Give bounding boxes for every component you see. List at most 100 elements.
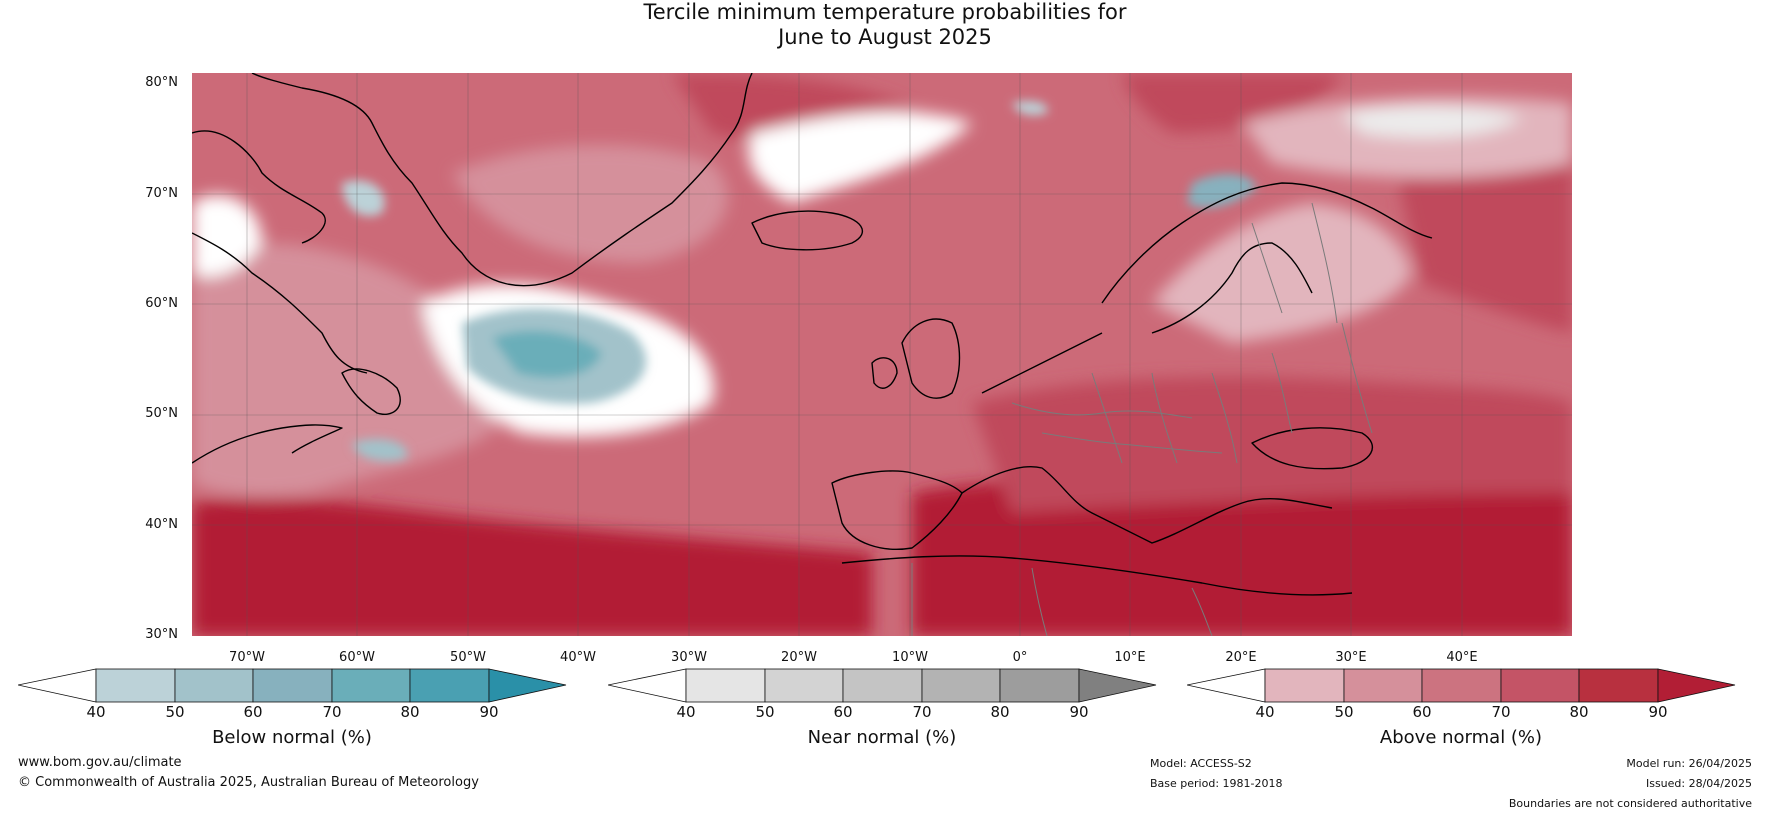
cbar-near-high-extend bbox=[1078, 668, 1157, 703]
below-normal-field bbox=[342, 101, 1257, 462]
lon-label-20w: 20°W bbox=[781, 650, 817, 665]
iceland-coast bbox=[751, 210, 864, 251]
field-near-normal-labrador bbox=[192, 195, 262, 277]
footer-base-period: Base period: 1981-2018 bbox=[1150, 777, 1283, 790]
canadian-arctic-coast bbox=[192, 130, 326, 244]
cbar-above-high-extend bbox=[1657, 668, 1736, 703]
cbar-above-60-70 bbox=[1421, 668, 1502, 703]
lat-label-80n: 80°N bbox=[145, 75, 178, 90]
field-below-50-labrador bbox=[342, 180, 385, 217]
field-above-80-east bbox=[1392, 133, 1572, 333]
lon-label-10e: 10°E bbox=[1114, 650, 1146, 665]
black-sea-coast bbox=[1251, 427, 1374, 470]
field-near-normal-east bbox=[1342, 106, 1522, 138]
cbar-near-70-80 bbox=[921, 668, 1001, 703]
lon-label-40w: 40°W bbox=[560, 650, 596, 665]
cbar-near-tick-40: 40 bbox=[676, 703, 696, 721]
cbar-above-tick-40: 40 bbox=[1255, 703, 1275, 721]
lon-label-0: 0° bbox=[1012, 650, 1028, 665]
footer-website: www.bom.gov.au/climate bbox=[18, 755, 182, 770]
map-title: Tercile minimum temperature probabilitie… bbox=[0, 0, 1770, 50]
greenland-coast bbox=[251, 73, 753, 287]
field-below-50-arctic bbox=[1012, 101, 1048, 116]
lon-label-20e: 20°E bbox=[1225, 650, 1257, 665]
cbar-above-tick-90: 90 bbox=[1648, 703, 1668, 721]
cbar-near-60-70 bbox=[842, 668, 923, 703]
cbar-below-high-extend bbox=[488, 668, 567, 703]
cbar-below-70-80 bbox=[331, 668, 411, 703]
footer-copyright: © Commonwealth of Australia 2025, Austra… bbox=[18, 775, 479, 790]
field-above-80-europe bbox=[972, 377, 1572, 513]
probability-field bbox=[192, 73, 1572, 636]
lon-label-60w: 60°W bbox=[339, 650, 375, 665]
cbar-below-40-50 bbox=[95, 668, 176, 703]
cbar-near-low-extend bbox=[608, 668, 687, 703]
title-line-2: June to August 2025 bbox=[778, 25, 992, 49]
lon-label-50w: 50°W bbox=[450, 650, 486, 665]
iberia-coast bbox=[831, 470, 963, 550]
lat-label-50n: 50°N bbox=[145, 406, 178, 421]
colorbar-near-normal bbox=[608, 668, 1157, 703]
colorbar-below-normal bbox=[18, 668, 567, 703]
cbar-near-tick-80: 80 bbox=[990, 703, 1010, 721]
footer-model: Model: ACCESS-S2 bbox=[1150, 757, 1252, 770]
scandinavia-coast bbox=[1101, 182, 1433, 304]
field-above-90-south bbox=[192, 498, 872, 636]
field-above-90-mediterranean bbox=[912, 470, 1572, 636]
field-above-60-central bbox=[452, 144, 728, 263]
field-above-60-west bbox=[192, 243, 498, 498]
field-above-80-northeast bbox=[1122, 73, 1342, 133]
north-sea-coast bbox=[981, 332, 1103, 394]
cbar-near-tick-60: 60 bbox=[833, 703, 853, 721]
cbar-below-tick-80: 80 bbox=[400, 703, 420, 721]
cbar-above-80-90 bbox=[1578, 668, 1659, 703]
field-below-70-atlantic bbox=[492, 330, 602, 378]
newfoundland-coast bbox=[341, 368, 401, 415]
cbar-near-tick-70: 70 bbox=[912, 703, 932, 721]
cbar-below-tick-70: 70 bbox=[322, 703, 342, 721]
lon-label-30w: 30°W bbox=[671, 650, 707, 665]
cbar-below-60-70 bbox=[252, 668, 333, 703]
field-above-50-scandinavia bbox=[1152, 203, 1412, 343]
footer-model-run: Model run: 26/04/2025 bbox=[1626, 757, 1752, 770]
colorbar-above-normal bbox=[1187, 668, 1736, 703]
coastlines bbox=[192, 73, 1433, 596]
cbar-above-40-50 bbox=[1264, 668, 1345, 703]
lat-label-30n: 30°N bbox=[145, 627, 178, 642]
country-borders bbox=[911, 202, 1373, 636]
cbar-near-tick-50: 50 bbox=[755, 703, 775, 721]
cbar-near-tick-90: 90 bbox=[1069, 703, 1089, 721]
north-africa-coast bbox=[841, 555, 1353, 596]
cbar-above-tick-80: 80 bbox=[1569, 703, 1589, 721]
cbar-below-tick-90: 90 bbox=[479, 703, 499, 721]
cbar-near-40-50 bbox=[685, 668, 766, 703]
cbar-below-tick-60: 60 bbox=[243, 703, 263, 721]
map-svg bbox=[192, 73, 1572, 636]
cbar-above-50-60 bbox=[1343, 668, 1423, 703]
cbar-above-low-extend bbox=[1187, 668, 1266, 703]
footer-issued: Issued: 28/04/2025 bbox=[1645, 777, 1752, 790]
footer-disclaimer: Boundaries are not considered authoritat… bbox=[1508, 797, 1752, 810]
lon-label-10w: 10°W bbox=[892, 650, 928, 665]
cbar-above-tick-50: 50 bbox=[1334, 703, 1354, 721]
lon-label-40e: 40°E bbox=[1446, 650, 1478, 665]
field-below-50-stlawrence bbox=[352, 438, 408, 462]
lat-label-40n: 40°N bbox=[145, 517, 178, 532]
cbar-below-low-extend bbox=[18, 668, 97, 703]
colorbar-above-label: Above normal (%) bbox=[1379, 727, 1543, 748]
cbar-above-tick-70: 70 bbox=[1491, 703, 1511, 721]
forecast-map bbox=[192, 73, 1572, 636]
cbar-near-80-90 bbox=[999, 668, 1080, 703]
cbar-below-80-90 bbox=[409, 668, 490, 703]
cbar-below-tick-40: 40 bbox=[86, 703, 106, 721]
sweden-finland-coast bbox=[1151, 242, 1313, 334]
title-line-1: Tercile minimum temperature probabilitie… bbox=[643, 0, 1127, 24]
cbar-below-50-60 bbox=[174, 668, 254, 703]
lon-label-70w: 70°W bbox=[229, 650, 265, 665]
lat-label-70n: 70°N bbox=[145, 186, 178, 201]
field-near-normal-arctic bbox=[748, 112, 972, 203]
colorbar-near-label: Near normal (%) bbox=[807, 727, 957, 748]
mediterranean-north-coast bbox=[961, 466, 1333, 544]
nova-scotia-coast bbox=[192, 424, 343, 464]
ireland-coast bbox=[871, 357, 898, 389]
